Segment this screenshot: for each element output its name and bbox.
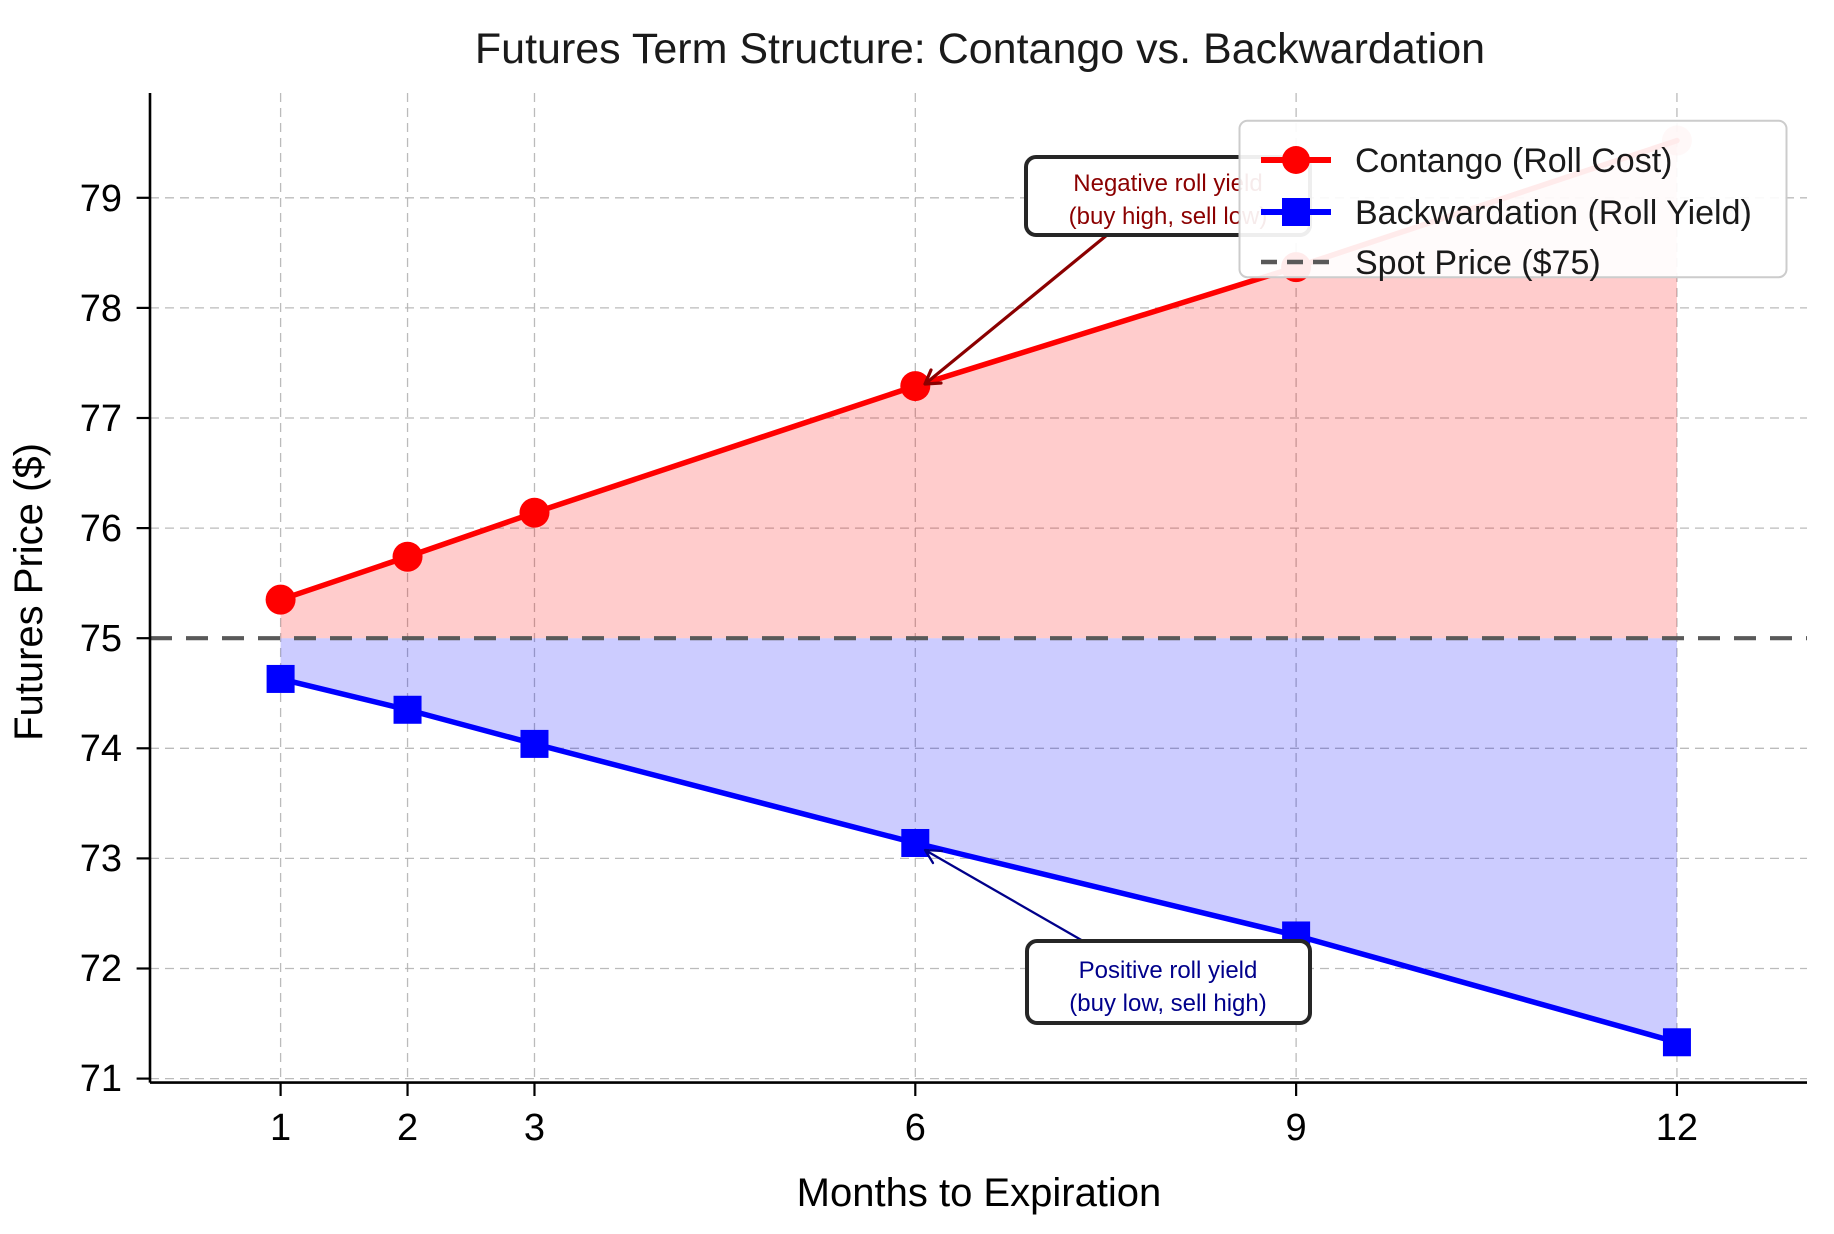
svg-text:12: 12 [1656, 1107, 1698, 1149]
svg-text:2: 2 [397, 1107, 418, 1149]
svg-text:Futures Term Structure: Contan: Futures Term Structure: Contango vs. Bac… [475, 25, 1485, 73]
svg-text:Negative roll yield: Negative roll yield [1073, 170, 1262, 197]
svg-text:Positive roll yield: Positive roll yield [1079, 957, 1258, 984]
svg-text:1: 1 [270, 1107, 291, 1149]
svg-text:(buy low, sell high): (buy low, sell high) [1069, 990, 1266, 1017]
svg-text:71: 71 [80, 1058, 122, 1100]
svg-text:79: 79 [80, 178, 122, 220]
svg-text:3: 3 [524, 1107, 545, 1149]
svg-text:74: 74 [80, 728, 122, 770]
svg-text:78: 78 [80, 288, 122, 330]
svg-text:73: 73 [80, 838, 122, 880]
svg-text:9: 9 [1286, 1107, 1307, 1149]
svg-text:Months to Expiration: Months to Expiration [797, 1171, 1162, 1215]
svg-text:6: 6 [905, 1107, 926, 1149]
svg-text:77: 77 [80, 398, 122, 440]
svg-text:Spot Price ($75): Spot Price ($75) [1355, 244, 1601, 282]
svg-text:72: 72 [80, 948, 122, 990]
svg-text:Futures Price ($): Futures Price ($) [7, 443, 51, 741]
svg-text:Contango (Roll Cost): Contango (Roll Cost) [1355, 142, 1672, 180]
svg-text:Backwardation (Roll Yield): Backwardation (Roll Yield) [1355, 194, 1752, 232]
svg-text:76: 76 [80, 508, 122, 550]
svg-text:75: 75 [80, 618, 122, 660]
svg-text:(buy high, sell low): (buy high, sell low) [1069, 203, 1268, 230]
